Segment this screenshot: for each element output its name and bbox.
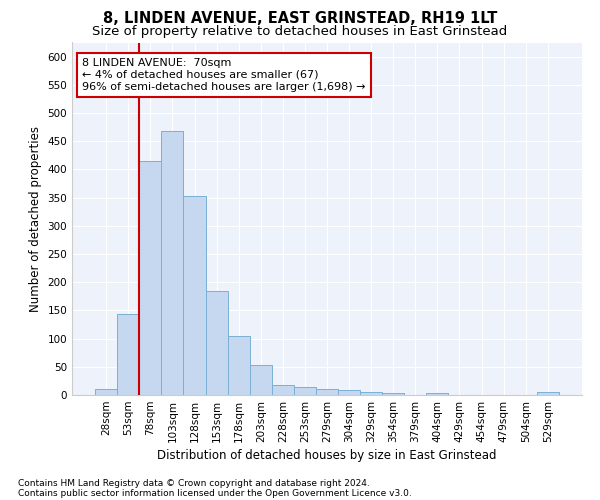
Text: Contains public sector information licensed under the Open Government Licence v3: Contains public sector information licen…: [18, 488, 412, 498]
Bar: [161, 131, 184, 395]
Bar: [139, 161, 161, 395]
Bar: [272, 385, 294, 395]
Bar: [250, 364, 272, 395]
Bar: [338, 390, 360, 395]
Text: Size of property relative to detached houses in East Grinstead: Size of property relative to detached ho…: [92, 25, 508, 38]
Text: 8 LINDEN AVENUE:  70sqm
← 4% of detached houses are smaller (67)
96% of semi-det: 8 LINDEN AVENUE: 70sqm ← 4% of detached …: [82, 58, 366, 92]
Bar: [382, 392, 404, 395]
Y-axis label: Number of detached properties: Number of detached properties: [29, 126, 42, 312]
Bar: [95, 390, 117, 395]
Bar: [360, 392, 382, 395]
Bar: [316, 390, 338, 395]
X-axis label: Distribution of detached houses by size in East Grinstead: Distribution of detached houses by size …: [157, 449, 497, 462]
Bar: [427, 392, 448, 395]
Bar: [294, 387, 316, 395]
Bar: [117, 314, 139, 395]
Text: Contains HM Land Registry data © Crown copyright and database right 2024.: Contains HM Land Registry data © Crown c…: [18, 478, 370, 488]
Bar: [206, 291, 227, 395]
Bar: [227, 336, 250, 395]
Bar: [184, 196, 206, 395]
Bar: [537, 392, 559, 395]
Text: 8, LINDEN AVENUE, EAST GRINSTEAD, RH19 1LT: 8, LINDEN AVENUE, EAST GRINSTEAD, RH19 1…: [103, 11, 497, 26]
